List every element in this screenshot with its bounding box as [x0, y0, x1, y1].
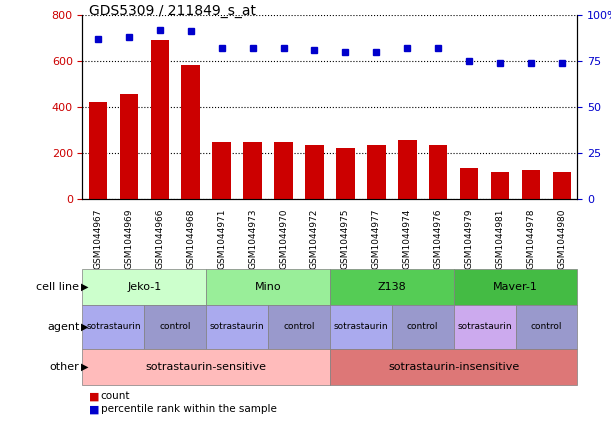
- Text: Z138: Z138: [378, 282, 406, 291]
- Text: sotrastaurin: sotrastaurin: [334, 322, 388, 331]
- Bar: [181, 66, 200, 199]
- Bar: [491, 172, 510, 199]
- Bar: [213, 142, 231, 199]
- Text: ▶: ▶: [81, 322, 88, 332]
- Bar: [150, 40, 169, 199]
- Bar: [398, 140, 417, 199]
- Bar: [243, 142, 262, 199]
- Bar: [336, 148, 354, 199]
- Bar: [460, 168, 478, 199]
- Text: sotrastaurin: sotrastaurin: [86, 322, 141, 331]
- Text: sotrastaurin-insensitive: sotrastaurin-insensitive: [388, 362, 519, 372]
- Text: Jeko-1: Jeko-1: [127, 282, 161, 291]
- Text: ■: ■: [89, 391, 99, 401]
- Text: sotrastaurin: sotrastaurin: [210, 322, 265, 331]
- Text: cell line: cell line: [37, 282, 79, 291]
- Text: Mino: Mino: [255, 282, 282, 291]
- Bar: [367, 146, 386, 199]
- Text: ▶: ▶: [81, 362, 88, 372]
- Text: percentile rank within the sample: percentile rank within the sample: [101, 404, 277, 415]
- Bar: [522, 170, 540, 199]
- Text: ■: ■: [89, 404, 99, 415]
- Bar: [274, 142, 293, 199]
- Text: control: control: [284, 322, 315, 331]
- Text: ▶: ▶: [81, 282, 88, 291]
- Bar: [429, 146, 447, 199]
- Text: count: count: [101, 391, 130, 401]
- Bar: [89, 102, 108, 199]
- Bar: [120, 94, 138, 199]
- Text: control: control: [531, 322, 562, 331]
- Text: sotrastaurin: sotrastaurin: [457, 322, 512, 331]
- Text: sotrastaurin-sensitive: sotrastaurin-sensitive: [145, 362, 267, 372]
- Text: agent: agent: [47, 322, 79, 332]
- Bar: [552, 172, 571, 199]
- Text: Maver-1: Maver-1: [493, 282, 538, 291]
- Bar: [306, 146, 324, 199]
- Text: control: control: [407, 322, 439, 331]
- Text: GDS5309 / 211849_s_at: GDS5309 / 211849_s_at: [89, 4, 255, 18]
- Text: control: control: [159, 322, 191, 331]
- Text: other: other: [49, 362, 79, 372]
